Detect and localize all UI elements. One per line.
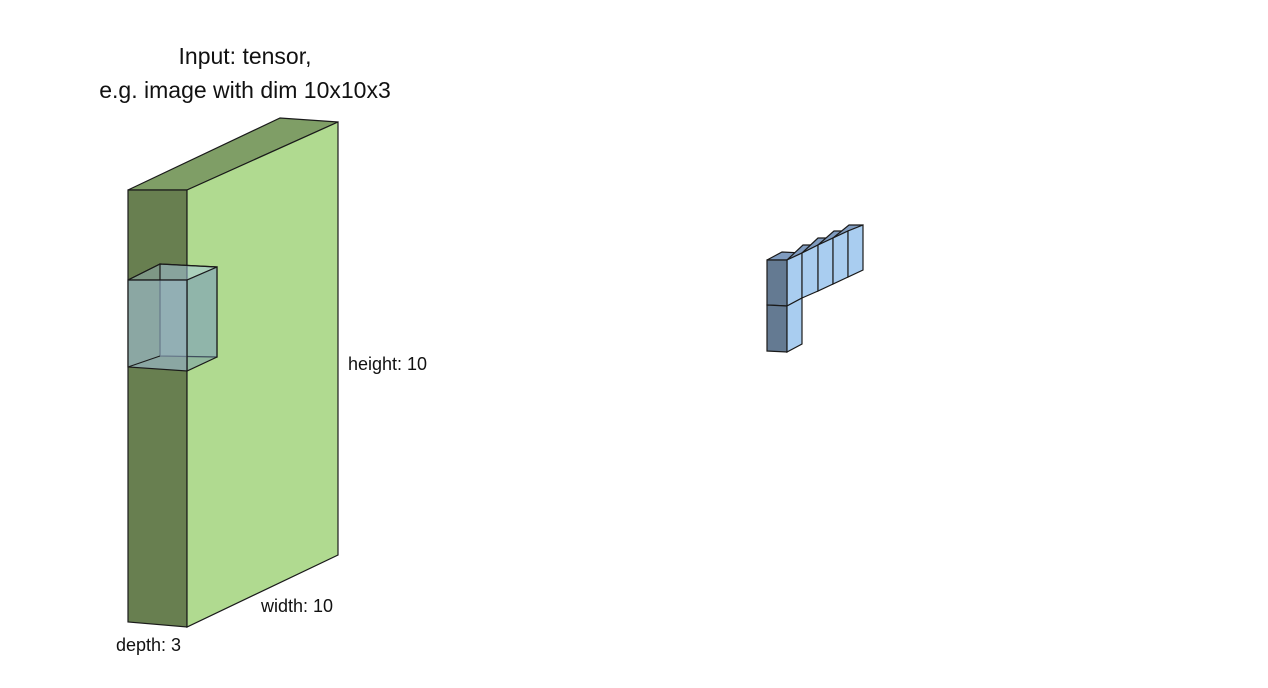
output-cubes xyxy=(766,224,864,353)
width-label: width: 10 xyxy=(261,596,334,616)
output-cube-side-1 xyxy=(766,259,788,307)
filter-right-face xyxy=(186,266,218,372)
diagram-title-line-2: e.g. image with dim 10x10x3 xyxy=(99,77,391,103)
height-label: height: 10 xyxy=(348,354,428,374)
output-cube-front-5 xyxy=(847,224,864,278)
output-cube-side-2 xyxy=(766,304,788,353)
output-cube-front-3 xyxy=(817,237,834,292)
filter-hidden-edge xyxy=(127,263,161,281)
diagram-title-line-1: Input: tensor, xyxy=(178,43,312,69)
tensor-front-face xyxy=(186,121,339,628)
output-cube-front-4 xyxy=(832,230,849,285)
filter-front-face xyxy=(127,279,188,372)
filter-cube xyxy=(127,263,218,372)
depth-label: depth: 3 xyxy=(116,635,182,655)
output-cube-front-2 xyxy=(801,244,819,299)
input-tensor-block xyxy=(127,117,339,628)
output-cube-front-1 xyxy=(786,252,803,307)
filter-hidden-edge-bottom xyxy=(127,355,161,368)
tensor-side-face xyxy=(127,189,188,628)
output-cube-front-lower xyxy=(786,297,803,353)
